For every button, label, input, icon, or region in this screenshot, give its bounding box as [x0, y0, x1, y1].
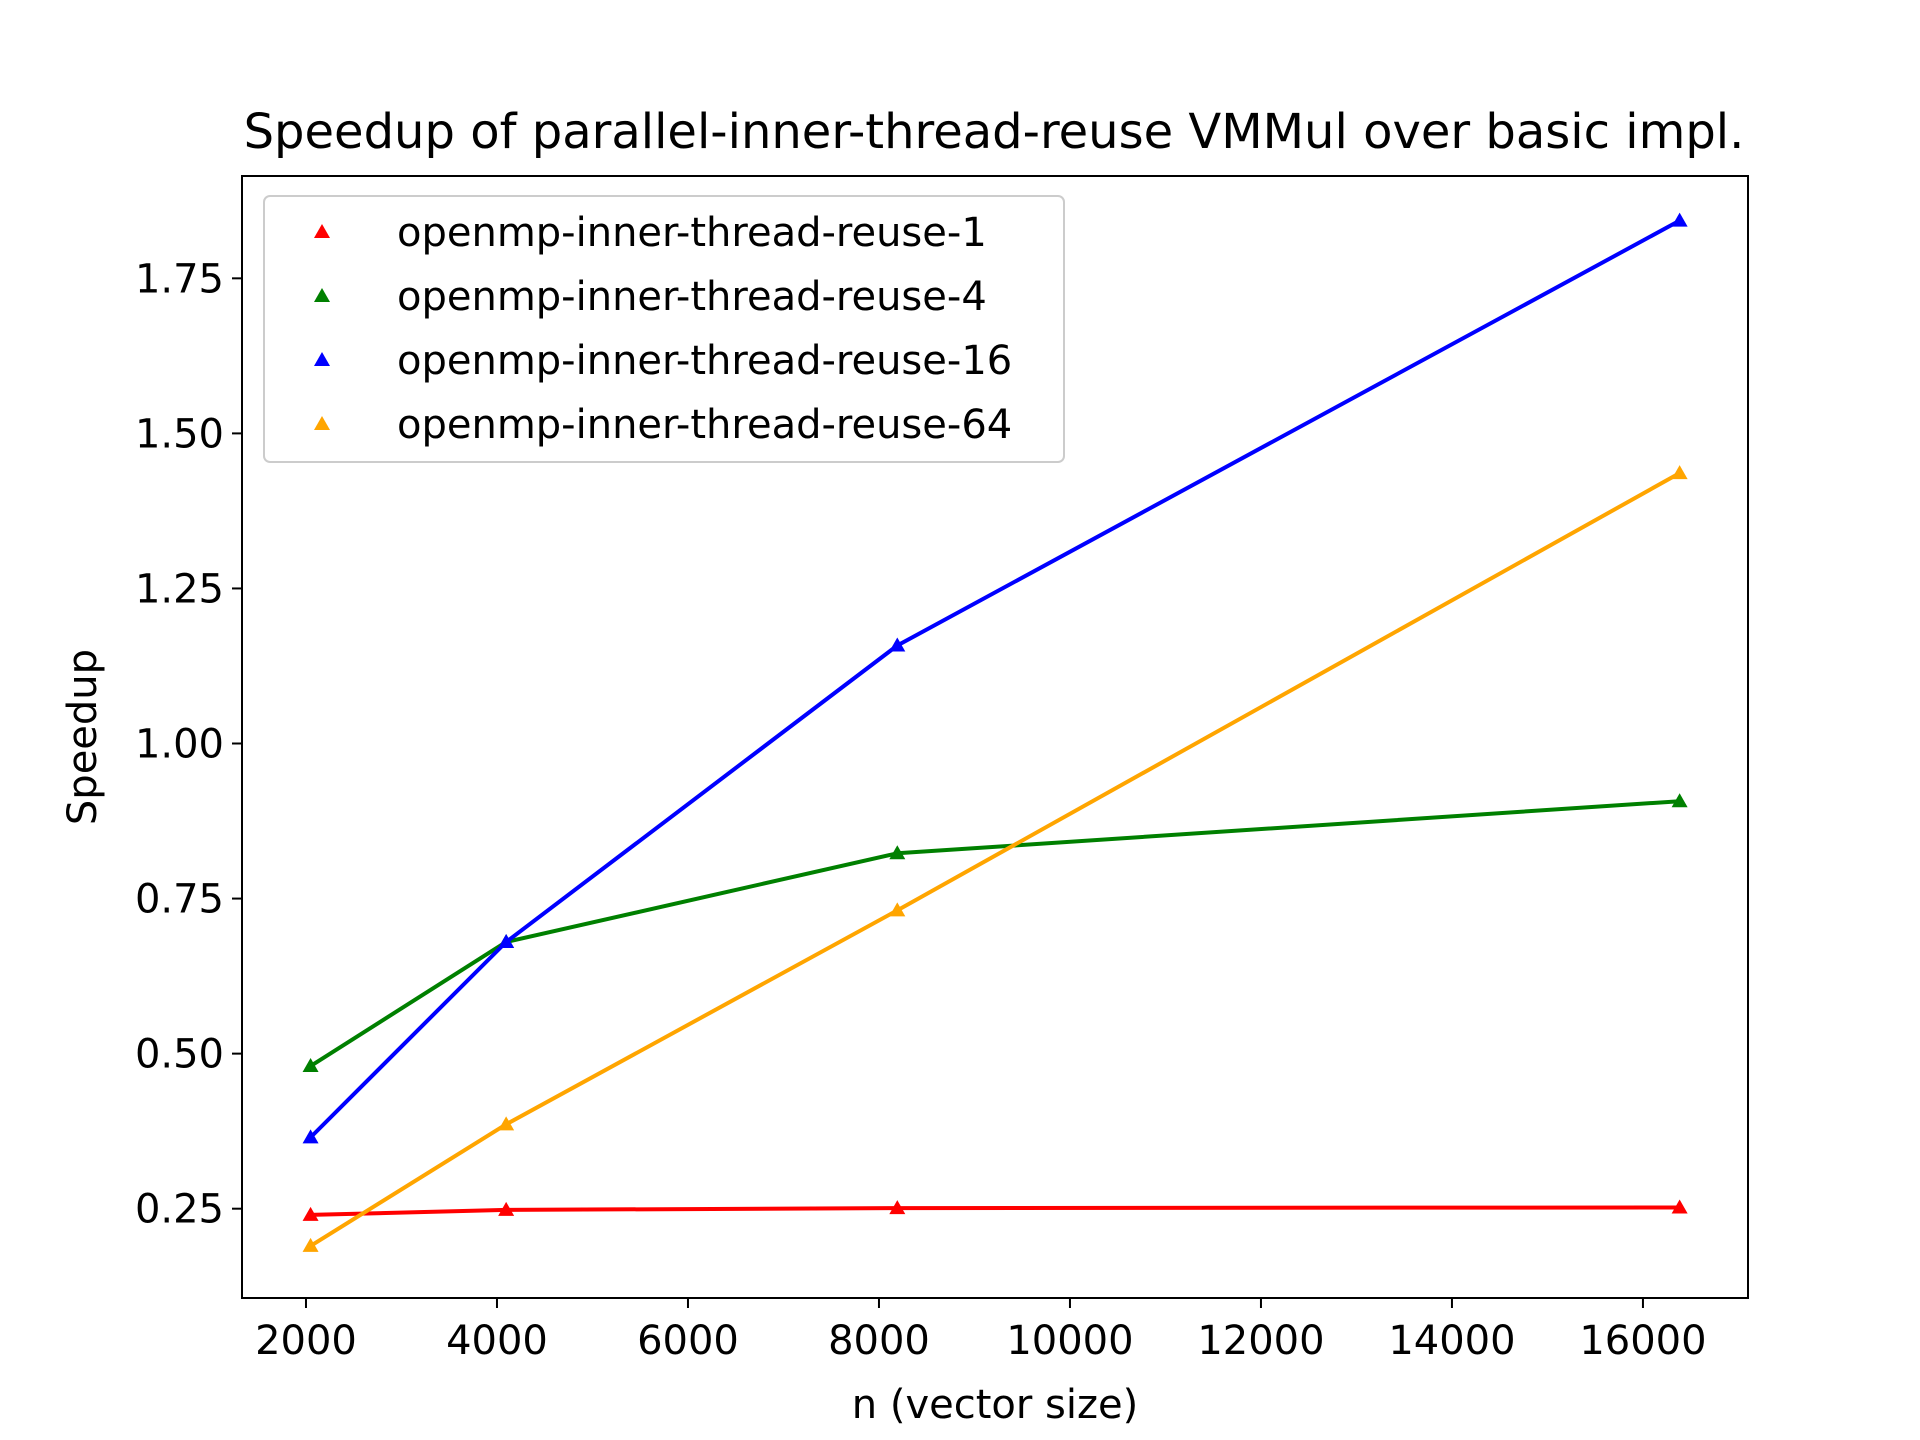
- x-tick-label: 12000: [1197, 1318, 1324, 1364]
- x-tick-label: 6000: [637, 1318, 739, 1364]
- y-tick-label: 1.25: [135, 566, 224, 612]
- series-layer: [302, 212, 1688, 1252]
- x-tick-label: 8000: [828, 1318, 930, 1364]
- data-point: [889, 845, 906, 860]
- data-point: [302, 1237, 319, 1252]
- legend-label: openmp-inner-thread-reuse-1: [397, 210, 987, 256]
- x-tick-label: 10000: [1006, 1318, 1133, 1364]
- y-tick-label: 0.50: [135, 1032, 224, 1078]
- legend-marker: [314, 288, 330, 302]
- chart-title: Speedup of parallel-inner-thread-reuse V…: [244, 104, 1745, 160]
- legend-marker: [314, 224, 330, 238]
- legend-label: openmp-inner-thread-reuse-64: [397, 402, 1012, 448]
- y-axis-label: Speedup: [60, 649, 106, 825]
- y-axis: 0.25 0.50 0.75 1.00 1.25 1.50 1.75: [135, 256, 242, 1233]
- x-axis-label: n (vector size): [852, 1382, 1138, 1428]
- x-tick-label: 2000: [255, 1318, 357, 1364]
- data-point: [889, 902, 906, 917]
- legend-label: openmp-inner-thread-reuse-16: [397, 338, 1012, 384]
- data-point: [498, 933, 515, 948]
- data-point: [1671, 212, 1688, 227]
- plot-frame: [241, 175, 1749, 1299]
- x-tick-label: 4000: [446, 1318, 548, 1364]
- y-tick-label: 1.00: [135, 722, 224, 768]
- legend-marker: [314, 416, 330, 430]
- y-tick-label: 1.50: [135, 411, 224, 457]
- series-line: [309, 471, 1681, 1248]
- legend-box: [263, 195, 1065, 463]
- series-line: [309, 218, 1681, 1139]
- data-point: [302, 1206, 319, 1221]
- legend: openmp-inner-thread-reuse-1 openmp-inner-…: [263, 195, 1065, 463]
- legend-marker: [314, 352, 330, 366]
- data-point: [498, 1116, 515, 1131]
- x-axis: 2000 4000 6000 8000 10000 12000 14000 16000: [255, 1298, 1707, 1364]
- series-line: [310, 1205, 1680, 1217]
- y-tick-label: 0.25: [135, 1187, 224, 1233]
- x-tick-label: 14000: [1388, 1318, 1515, 1364]
- data-point: [889, 637, 906, 652]
- x-tick-label: 16000: [1579, 1318, 1706, 1364]
- plot-area: [241, 175, 1749, 1299]
- data-point: [1671, 465, 1688, 480]
- legend-label: openmp-inner-thread-reuse-4: [397, 274, 987, 320]
- data-point: [498, 1201, 515, 1216]
- y-tick-label: 1.75: [135, 256, 224, 302]
- series-line: [309, 799, 1680, 1068]
- data-point: [1671, 1199, 1688, 1214]
- data-point: [1671, 793, 1688, 808]
- data-point: [302, 1129, 319, 1144]
- data-point: [889, 1200, 906, 1215]
- data-point: [302, 1058, 319, 1073]
- y-tick-label: 0.75: [135, 877, 224, 923]
